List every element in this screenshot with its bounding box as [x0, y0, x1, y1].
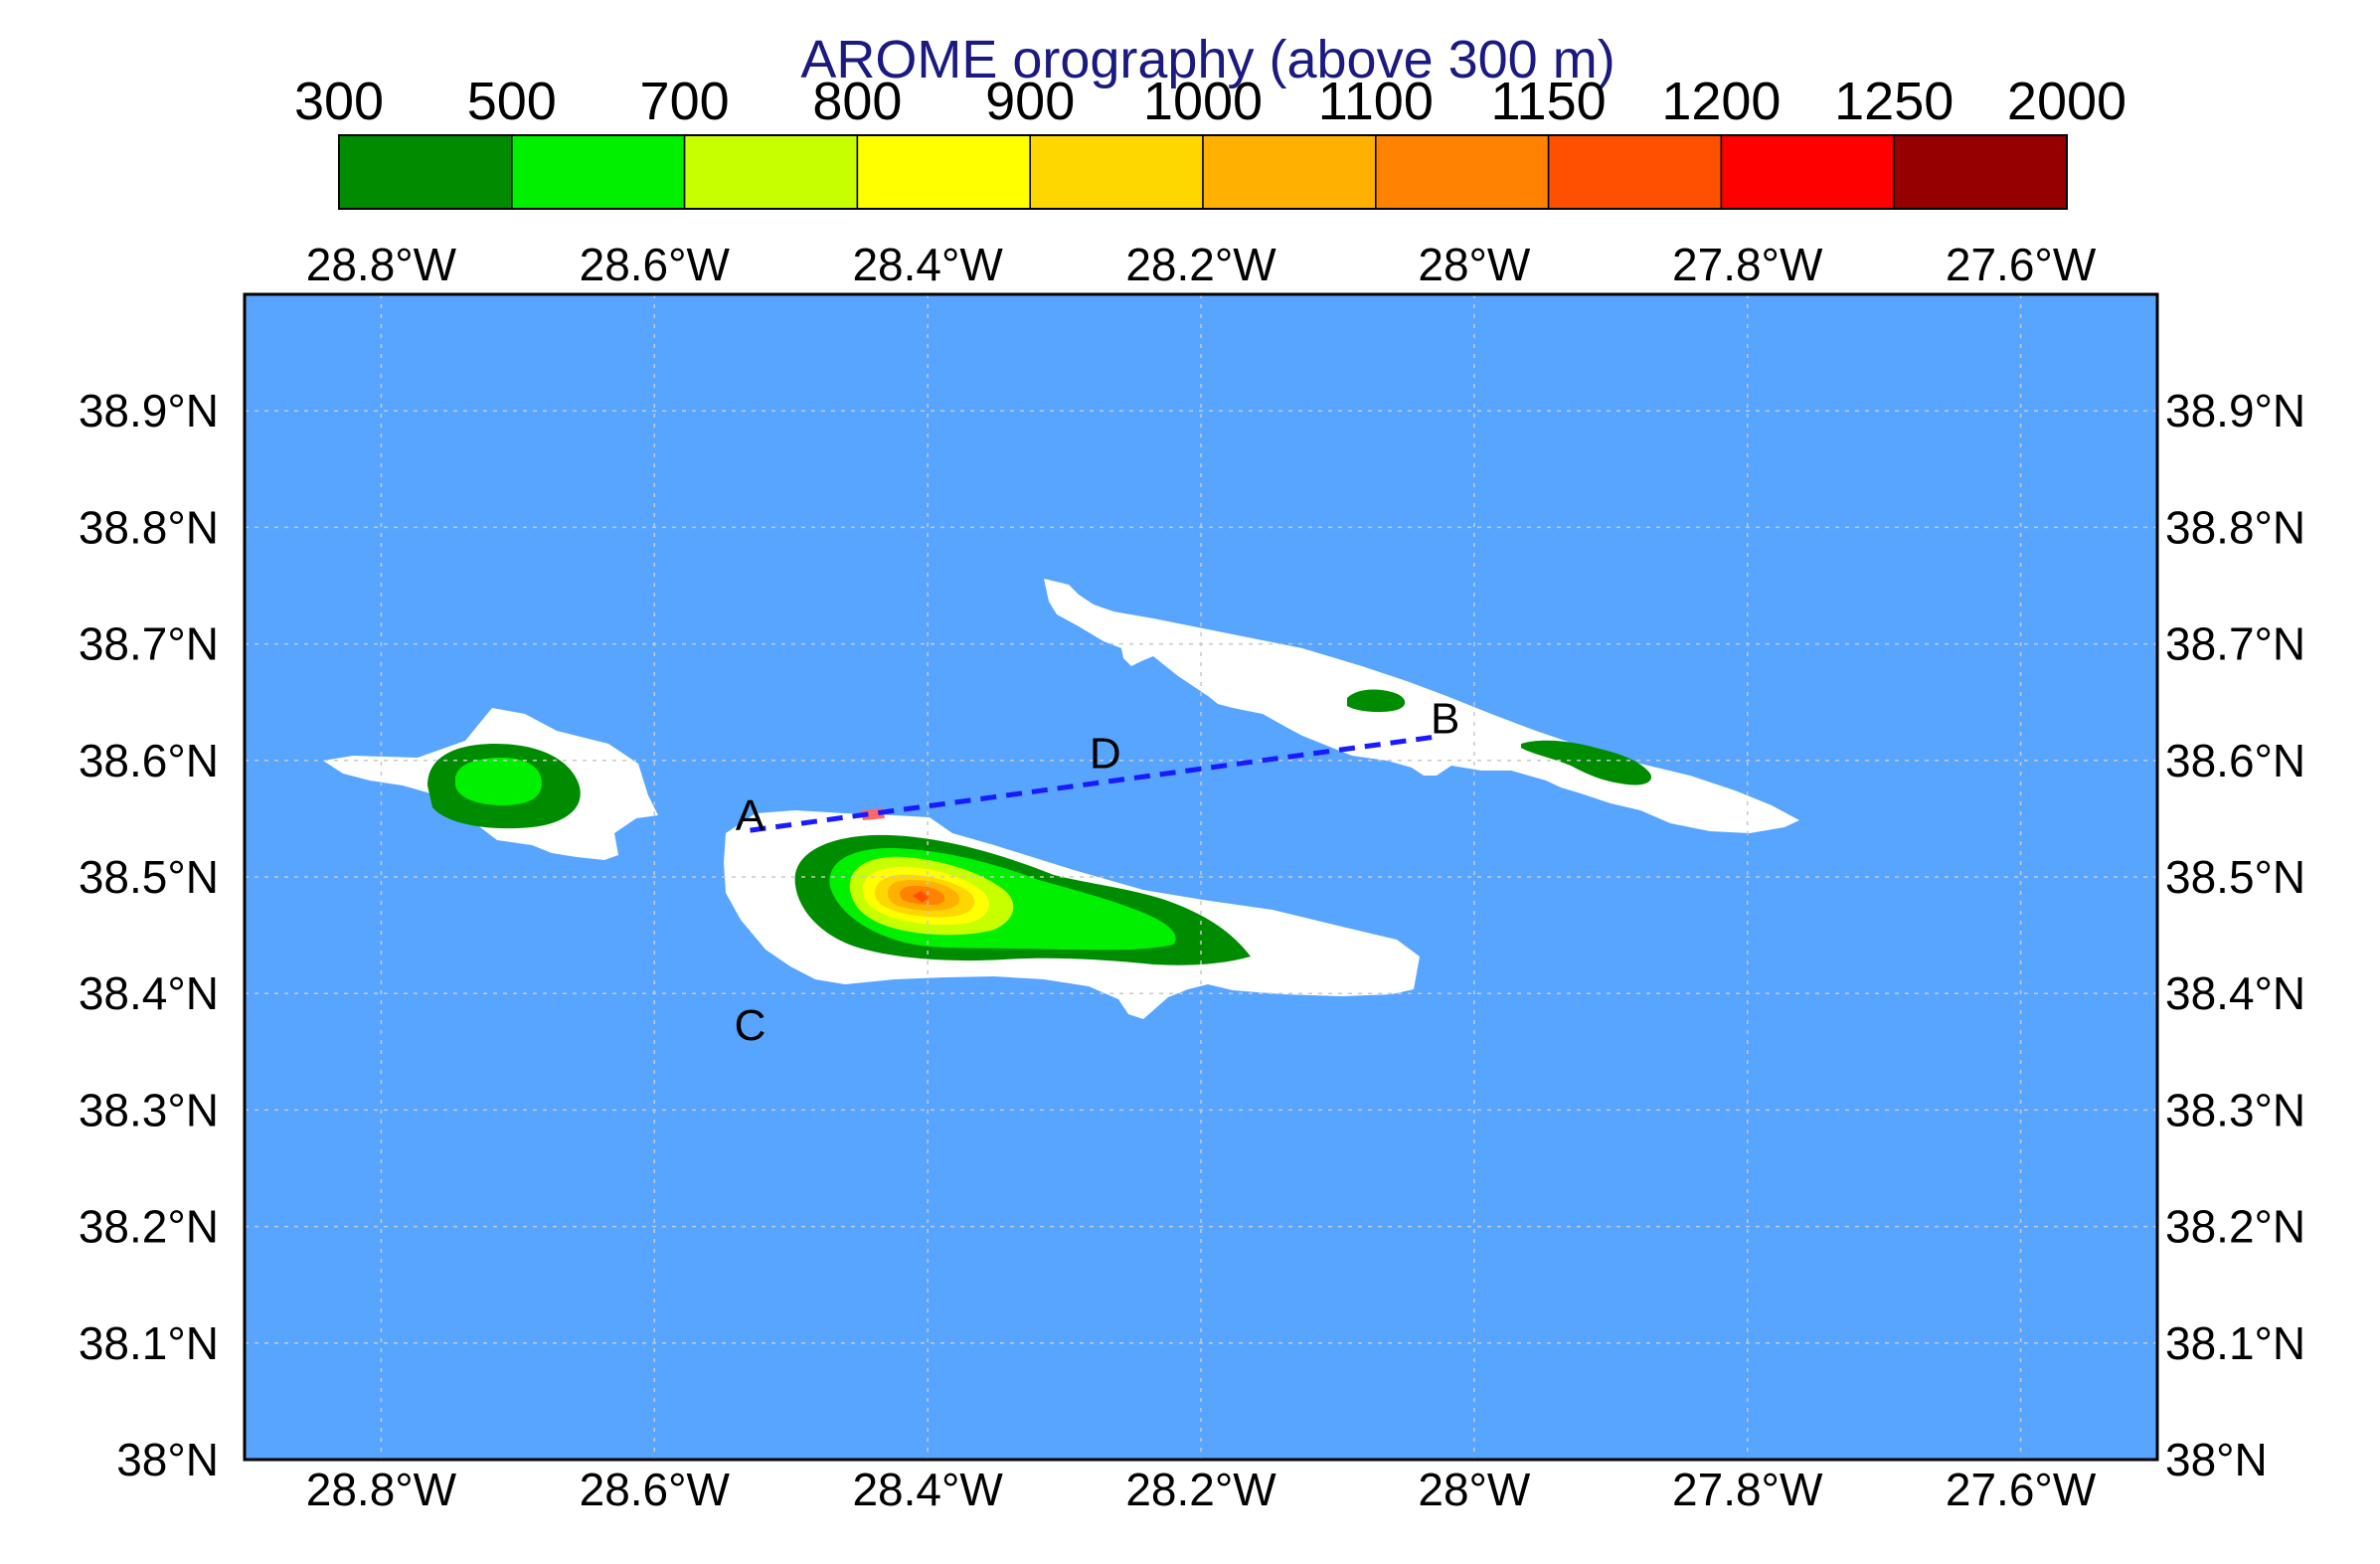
- lat-tick-label-right: 38.7°N: [2165, 618, 2305, 670]
- contour-faial-500: [455, 758, 542, 805]
- colorbar-swatch: [1720, 134, 1895, 210]
- colorbar-level-label: 800: [812, 72, 902, 131]
- map-frame: [243, 292, 2159, 1462]
- colorbar-level-label: 1000: [1143, 72, 1263, 131]
- lon-tick-label-bottom: 27.6°W: [1946, 1464, 2097, 1515]
- lat-tick-label-left: 38.5°N: [79, 851, 219, 903]
- colorbar-swatch: [1893, 134, 2068, 210]
- contour-pico-1150: [913, 891, 929, 903]
- point-label-a: A: [736, 791, 765, 840]
- lat-tick-label-left: 38.1°N: [79, 1317, 219, 1369]
- lat-tick-label-right: 38.9°N: [2165, 385, 2305, 436]
- point-labels: A B C D: [735, 694, 1460, 1050]
- lon-tick-label-bottom: 27.8°W: [1672, 1464, 1823, 1515]
- colorbar-level-label: 2000: [2007, 72, 2126, 131]
- lat-tick-label-left: 38.9°N: [79, 385, 219, 436]
- colorbar-level-label: 900: [985, 72, 1075, 131]
- contour-sao-jorge-west: [1347, 689, 1406, 713]
- lat-tick-label-left: 38.3°N: [79, 1084, 219, 1135]
- lat-tick-label-left: 38.6°N: [79, 735, 219, 786]
- lon-tick-label-top: 27.6°W: [1946, 239, 2097, 290]
- lat-tick-label-right: 38.2°N: [2165, 1201, 2305, 1253]
- cross-section-line: [750, 734, 1434, 833]
- colorbar-swatch: [1547, 134, 1723, 210]
- lon-tick-label-bottom: 28.2°W: [1125, 1464, 1276, 1515]
- colorbar-swatch: [1375, 134, 1550, 210]
- lon-tick-label-top: 27.8°W: [1672, 239, 1823, 290]
- lon-tick-label-bottom: 28.8°W: [306, 1464, 457, 1515]
- lat-tick-label-right: 38.6°N: [2165, 735, 2305, 786]
- lat-tick-label-left: 38.2°N: [79, 1201, 219, 1253]
- lat-tick-label-right: 38.5°N: [2165, 851, 2305, 903]
- lat-tick-label-right: 38.4°N: [2165, 967, 2305, 1019]
- colorbar-level-label: 1200: [1661, 72, 1781, 131]
- colorbar-level-label: 1250: [1834, 72, 1954, 131]
- colorbar-level-label: 500: [467, 72, 557, 131]
- lon-tick-label-bottom: 28.6°W: [580, 1464, 731, 1515]
- axis-tick-labels: 28.8°W 28.8°W 28.6°W 28.6°W 28.4°W 28.4°W 28.2…: [79, 239, 2305, 1515]
- map-title: AROME orography (above 300 m): [800, 30, 1615, 89]
- colorbar-level-label: 1100: [1318, 72, 1434, 131]
- lat-tick-label-right: 38.3°N: [2165, 1084, 2305, 1135]
- colorbar-level-label: 1150: [1491, 72, 1607, 131]
- lon-tick-label-top: 28.6°W: [580, 239, 731, 290]
- colorbar: 300 500 700 800 900 1000 1100 1150 1200 1250 2000: [294, 72, 2126, 210]
- point-label-d: D: [1090, 730, 1121, 779]
- colorbar-level-label: 300: [294, 72, 384, 131]
- lat-tick-label-left: 38°N: [116, 1434, 219, 1485]
- contour-sao-jorge-east: [1521, 740, 1651, 785]
- lon-tick-label-bottom: 28°W: [1418, 1464, 1531, 1515]
- graticule-grid: [245, 294, 2157, 1460]
- point-label-b: B: [1431, 694, 1459, 743]
- lon-tick-label-bottom: 28.4°W: [852, 1464, 1003, 1515]
- colorbar-swatch: [683, 134, 859, 210]
- colorbar-swatch: [1202, 134, 1377, 210]
- colorbar-swatch: [338, 134, 513, 210]
- lat-tick-label-left: 38.8°N: [79, 501, 219, 553]
- colorbar-level-label: 700: [640, 72, 730, 131]
- lat-tick-label-right: 38.8°N: [2165, 501, 2305, 553]
- lat-tick-label-right: 38.1°N: [2165, 1317, 2305, 1369]
- lon-tick-label-top: 28.2°W: [1125, 239, 1276, 290]
- point-label-c: C: [735, 1001, 766, 1050]
- lon-tick-label-top: 28°W: [1418, 239, 1531, 290]
- colorbar-swatch: [1029, 134, 1204, 210]
- colorbar-border: [338, 134, 2068, 210]
- lon-tick-label-top: 28.4°W: [852, 239, 1003, 290]
- lon-tick-label-top: 28.8°W: [306, 239, 457, 290]
- lat-tick-label-left: 38.4°N: [79, 967, 219, 1019]
- colorbar-swatch: [511, 134, 686, 210]
- colorbar-swatch: [856, 134, 1031, 210]
- lat-tick-label-left: 38.7°N: [79, 618, 219, 670]
- lat-tick-label-right: 38°N: [2165, 1434, 2268, 1485]
